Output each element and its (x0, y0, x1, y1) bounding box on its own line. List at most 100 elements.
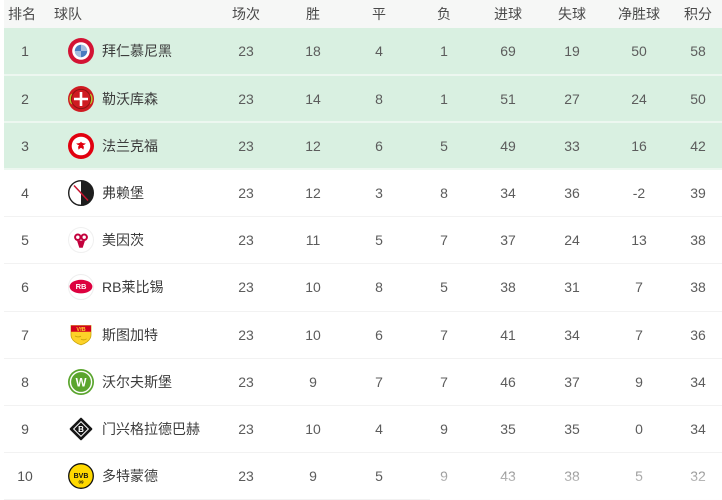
team-cell: W 沃尔夫斯堡 (46, 358, 212, 406)
team-name: 沃尔夫斯堡 (102, 373, 172, 390)
team-cell: 勒沃库森 (46, 75, 212, 123)
losses-cell: 7 (412, 311, 476, 359)
played-cell: 23 (212, 311, 280, 359)
goal-diff-cell: 7 (604, 263, 674, 312)
played-cell: 23 (212, 452, 280, 500)
draws-cell: 6 (346, 122, 412, 170)
goal-diff-cell: 24 (604, 75, 674, 123)
team-name: 法兰克福 (102, 137, 158, 154)
team-name: 拜仁慕尼黑 (102, 43, 172, 59)
points-cell: 38 (674, 263, 722, 312)
wins-cell: 10 (280, 263, 346, 312)
rb-leipzig-logo-icon: RB (68, 273, 94, 300)
goal-diff-cell: 13 (604, 216, 674, 264)
draws-cell: 8 (346, 263, 412, 312)
rank-cell: 7 (4, 311, 46, 359)
row-leverkusen[interactable]: 2 勒沃库森 23 14 8 1 51 27 24 50 (4, 75, 722, 123)
played-cell: 23 (212, 169, 280, 217)
points-cell: 50 (674, 75, 722, 123)
wins-cell: 9 (280, 452, 346, 500)
goal-diff-cell: -2 (604, 169, 674, 217)
goals-against-cell: 38 (540, 452, 604, 500)
played-cell: 23 (212, 75, 280, 123)
col-header-rank: 排名 (4, 0, 46, 28)
draws-cell: 4 (346, 405, 412, 453)
rank-cell: 2 (4, 75, 46, 123)
moenchengladbach-logo-icon: B (68, 416, 94, 442)
goals-for-cell: 46 (476, 358, 540, 406)
team-cell: 拜仁慕尼黑 (46, 28, 212, 76)
team-name: RB莱比锡 (102, 278, 164, 295)
goals-for-cell: 43 (476, 452, 540, 500)
team-cell: 弗赖堡 (46, 169, 212, 217)
mainz-logo-icon (68, 226, 94, 253)
goals-for-cell: 69 (476, 28, 540, 76)
svg-text:B: B (78, 425, 84, 434)
wins-cell: 9 (280, 358, 346, 406)
losses-cell: 5 (412, 122, 476, 170)
row-stuttgart[interactable]: 7 VfB 斯图加特 23 10 6 7 41 34 7 36 (4, 311, 722, 359)
losses-cell: 9 (412, 452, 476, 500)
team-cell: VfB 斯图加特 (46, 311, 212, 359)
col-header-goals-for: 进球 (476, 0, 540, 28)
losses-cell: 8 (412, 169, 476, 217)
goals-against-cell: 24 (540, 216, 604, 264)
draws-cell: 8 (346, 75, 412, 123)
points-cell: 38 (674, 216, 722, 264)
losses-cell: 5 (412, 263, 476, 312)
team-cell: BVB 09 多特蒙德 (46, 452, 212, 500)
points-cell: 32 (674, 452, 722, 500)
goals-against-cell: 35 (540, 405, 604, 453)
wins-cell: 14 (280, 75, 346, 123)
row-mainz[interactable]: 5 美因茨 23 11 5 7 37 24 13 38 (4, 216, 722, 264)
row-dortmund[interactable]: 10 BVB 09 多特蒙德 23 9 5 9 43 38 5 32 (4, 452, 722, 500)
points-cell: 36 (674, 311, 722, 359)
rank-cell: 9 (4, 405, 46, 453)
league-standings-table: 排名 球队 场次 胜 平 负 进球 失球 净胜球 积分 1 拜仁慕尼黑 23 (4, 0, 722, 500)
goals-for-cell: 38 (476, 263, 540, 312)
stuttgart-logo-icon: VfB (68, 322, 94, 348)
goals-against-cell: 19 (540, 28, 604, 76)
goals-for-cell: 34 (476, 169, 540, 217)
played-cell: 23 (212, 405, 280, 453)
team-name: 美因茨 (102, 231, 144, 248)
losses-cell: 9 (412, 405, 476, 453)
rank-cell: 8 (4, 358, 46, 406)
row-moenchengladbach[interactable]: 9 B 门兴格拉德巴赫 23 10 4 9 35 35 0 34 (4, 405, 722, 453)
row-frankfurt[interactable]: 3 法兰克福 23 12 6 5 49 33 16 42 (4, 122, 722, 170)
goal-diff-cell: 0 (604, 405, 674, 453)
col-header-goal-diff: 净胜球 (604, 0, 674, 28)
wins-cell: 18 (280, 28, 346, 76)
goals-for-cell: 51 (476, 75, 540, 123)
goals-for-cell: 35 (476, 405, 540, 453)
svg-text:BVB: BVB (74, 472, 89, 479)
col-header-played: 场次 (212, 0, 280, 28)
rank-cell: 4 (4, 169, 46, 217)
rank-cell: 6 (4, 263, 46, 312)
row-rb-leipzig[interactable]: 6 RB RB莱比锡 23 10 8 5 38 31 7 38 (4, 263, 722, 312)
wins-cell: 10 (280, 405, 346, 453)
goal-diff-cell: 9 (604, 358, 674, 406)
rank-cell: 1 (4, 28, 46, 76)
col-header-goals-against: 失球 (540, 0, 604, 28)
svg-text:09: 09 (78, 479, 84, 484)
dortmund-logo-icon: BVB 09 (68, 462, 94, 489)
goals-against-cell: 31 (540, 263, 604, 312)
row-bayern-munich[interactable]: 1 拜仁慕尼黑 23 18 4 1 69 19 50 58 (4, 28, 722, 76)
row-wolfsburg[interactable]: 8 W 沃尔夫斯堡 23 9 7 7 46 37 9 34 (4, 358, 722, 406)
wins-cell: 11 (280, 216, 346, 264)
goals-against-cell: 37 (540, 358, 604, 406)
header-row: 排名 球队 场次 胜 平 负 进球 失球 净胜球 积分 (4, 0, 722, 28)
goals-against-cell: 34 (540, 311, 604, 359)
row-freiburg[interactable]: 4 弗赖堡 23 12 3 8 34 36 -2 39 (4, 169, 722, 217)
bayern-munich-logo-icon (68, 38, 94, 64)
draws-cell: 5 (346, 452, 412, 500)
wins-cell: 10 (280, 311, 346, 359)
goals-against-cell: 33 (540, 122, 604, 170)
col-header-draws: 平 (346, 0, 412, 28)
team-cell: B 门兴格拉德巴赫 (46, 405, 212, 453)
wins-cell: 12 (280, 169, 346, 217)
losses-cell: 7 (412, 358, 476, 406)
team-cell: 法兰克福 (46, 122, 212, 170)
